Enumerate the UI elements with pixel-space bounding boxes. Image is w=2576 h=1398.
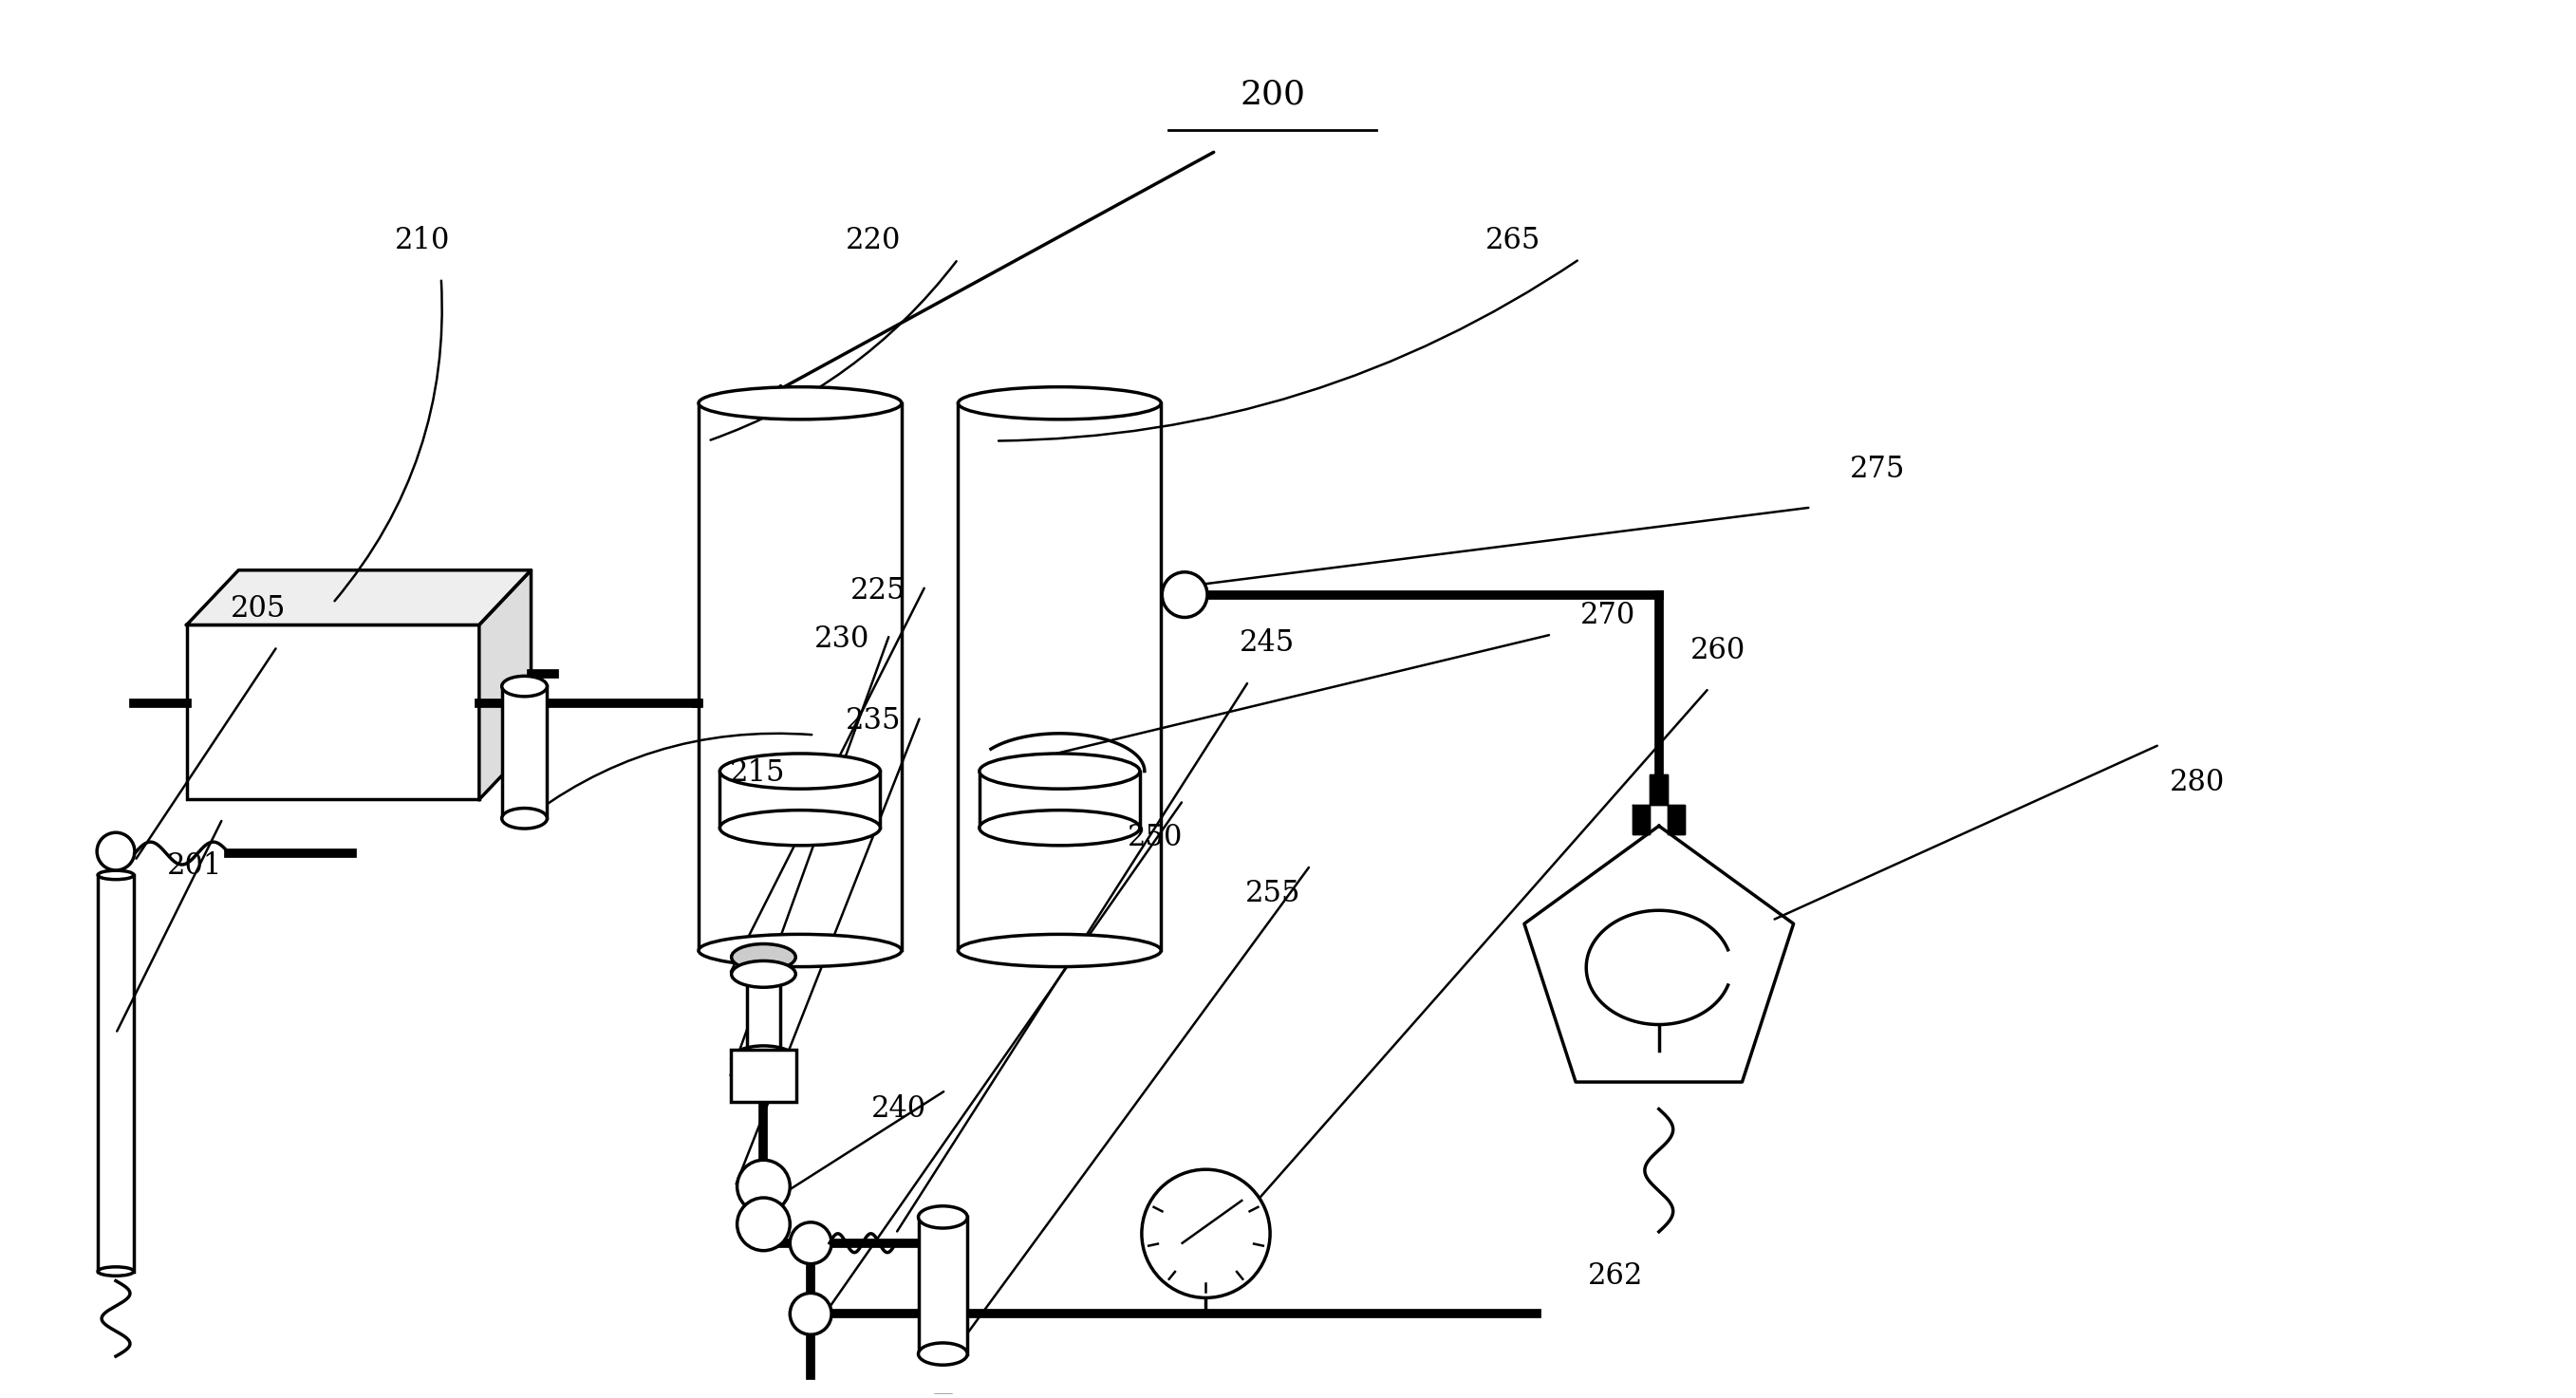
Text: 230: 230 — [814, 625, 871, 654]
Text: 245: 245 — [1239, 629, 1296, 658]
Text: 220: 220 — [845, 225, 902, 254]
Text: 205: 205 — [232, 594, 286, 624]
Circle shape — [791, 1222, 832, 1264]
Circle shape — [1162, 572, 1208, 618]
Text: 280: 280 — [2169, 768, 2226, 797]
Text: 255: 255 — [1244, 879, 1301, 909]
Ellipse shape — [917, 1343, 969, 1364]
Ellipse shape — [98, 871, 134, 879]
Ellipse shape — [979, 754, 1139, 788]
Ellipse shape — [732, 944, 796, 970]
Bar — [185, 625, 479, 800]
Text: 240: 240 — [871, 1095, 927, 1124]
Ellipse shape — [502, 677, 546, 696]
Ellipse shape — [502, 808, 546, 829]
Ellipse shape — [958, 387, 1162, 419]
Text: 275: 275 — [1850, 454, 1904, 484]
Ellipse shape — [698, 934, 902, 967]
Bar — [732, 1050, 796, 1102]
Text: 265: 265 — [1486, 225, 1540, 254]
Text: 225: 225 — [850, 576, 907, 605]
Circle shape — [737, 1160, 791, 1213]
Text: 215: 215 — [729, 758, 786, 787]
Bar — [719, 772, 881, 828]
Bar — [979, 772, 1139, 828]
Bar — [747, 974, 781, 1060]
Polygon shape — [479, 570, 531, 800]
Bar — [502, 686, 546, 818]
Text: 235: 235 — [845, 706, 902, 735]
Bar — [917, 1218, 969, 1353]
Text: 262: 262 — [1589, 1261, 1643, 1290]
Bar — [698, 403, 902, 951]
Bar — [958, 403, 1162, 951]
Ellipse shape — [958, 934, 1162, 967]
Text: 201: 201 — [167, 851, 222, 881]
Ellipse shape — [732, 960, 796, 987]
Ellipse shape — [719, 811, 881, 846]
Polygon shape — [185, 570, 531, 625]
Bar — [98, 875, 134, 1271]
Ellipse shape — [979, 811, 1139, 846]
Ellipse shape — [917, 1206, 969, 1227]
Polygon shape — [917, 1394, 969, 1398]
Text: 260: 260 — [1690, 636, 1747, 665]
Text: 210: 210 — [394, 225, 451, 254]
Polygon shape — [1633, 774, 1685, 833]
Ellipse shape — [719, 754, 881, 788]
Circle shape — [1141, 1170, 1270, 1297]
Circle shape — [737, 1198, 791, 1251]
Polygon shape — [1525, 826, 1793, 1082]
Ellipse shape — [732, 1046, 796, 1072]
Text: 250: 250 — [1128, 823, 1182, 853]
Ellipse shape — [698, 387, 902, 419]
Text: 200: 200 — [1239, 78, 1306, 110]
Circle shape — [98, 833, 134, 871]
Ellipse shape — [98, 1267, 134, 1276]
Text: 270: 270 — [1582, 601, 1636, 630]
Circle shape — [791, 1293, 832, 1335]
